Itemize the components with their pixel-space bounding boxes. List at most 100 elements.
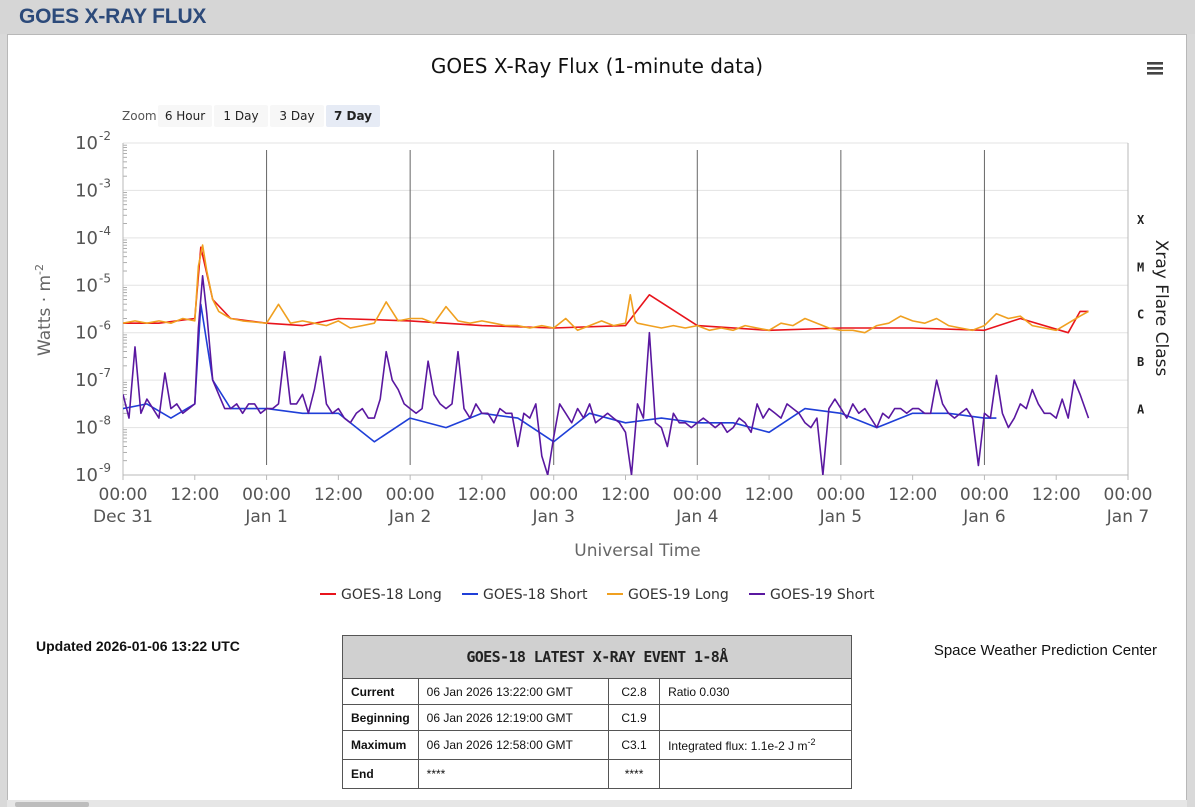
- zoom-button-3-day[interactable]: 3 Day: [270, 105, 324, 127]
- row-class: C1.9: [608, 704, 661, 731]
- x-tick-time: 00:00: [99, 485, 148, 505]
- x-tick-date: Jan 6: [962, 507, 1005, 527]
- zoom-button-label: 7 Day: [334, 109, 372, 123]
- zoom-button-7-day[interactable]: 7 Day: [326, 105, 380, 127]
- table-row: Maximum 06 Jan 2026 12:58:00 GMT C3.1 In…: [342, 730, 852, 760]
- x-tick-time: 00:00: [386, 485, 435, 505]
- x-tick-date: Jan 5: [819, 507, 862, 527]
- page-header: GOES X-RAY FLUX: [0, 0, 1195, 34]
- y-tick-label: 10: [75, 418, 98, 439]
- y-tick-exponent: -3: [99, 176, 111, 190]
- zoom-button-label: 6 Hour: [165, 109, 205, 123]
- row-label: Maximum: [342, 730, 419, 760]
- series-line-goes-18-short: [123, 303, 997, 443]
- flare-class-label: M: [1137, 260, 1144, 274]
- legend-item[interactable]: GOES-19 Long: [607, 587, 729, 603]
- x-tick-time: 12:00: [170, 485, 219, 505]
- row-extra-cell: Integrated flux: 1.1e-2 J m-2: [659, 730, 852, 760]
- hamburger-menu-icon[interactable]: [1143, 57, 1167, 79]
- horizontal-scrollbar[interactable]: [7, 800, 1187, 807]
- row-extra: Ratio 0.030: [659, 678, 852, 705]
- xray-flux-chart[interactable]: GOES X-Ray Flux (1-minute data) Zoom 6 Ho…: [8, 35, 1188, 605]
- row-label: Current: [342, 678, 419, 705]
- zoom-button-label: 3 Day: [279, 109, 314, 123]
- flare-class-label: A: [1137, 403, 1145, 417]
- flare-class-label: C: [1137, 308, 1144, 322]
- y-tick-exponent: -7: [99, 366, 111, 380]
- x-tick-date: Jan 2: [388, 507, 431, 527]
- x-axis-title: Universal Time: [574, 541, 700, 561]
- y-tick-label: 10: [75, 370, 98, 391]
- legend-item[interactable]: GOES-18 Short: [462, 587, 588, 603]
- series-line-goes-19-long: [123, 244, 1089, 334]
- series-line-goes-19-short: [123, 275, 1090, 475]
- x-tick-date: Jan 4: [675, 507, 718, 527]
- x-tick-date: Dec 31: [93, 507, 153, 527]
- x-tick-time: 00:00: [529, 485, 578, 505]
- table-row: Beginning 06 Jan 2026 12:19:00 GMT C1.9: [342, 704, 852, 731]
- y-tick-label: 10: [75, 275, 98, 296]
- y-tick-exponent: -2: [99, 129, 111, 143]
- x-tick-date: Jan 7: [1106, 507, 1149, 527]
- updated-timestamp: Updated 2026-01-06 13:22 UTC: [36, 638, 240, 654]
- event-table-header: GOES-18 LATEST X-RAY EVENT 1-8Å: [342, 635, 852, 679]
- x-tick-time: 12:00: [457, 485, 506, 505]
- page-title: GOES X-RAY FLUX: [19, 5, 207, 28]
- row-time: ****: [417, 759, 610, 789]
- row-time: 06 Jan 2026 12:58:00 GMT: [417, 730, 610, 760]
- y-tick-label: 10: [75, 323, 98, 344]
- legend: GOES-18 Long GOES-18 Short GOES-19 Long GOE…: [320, 587, 875, 603]
- chart-title: GOES X-Ray Flux (1-minute data): [431, 54, 763, 78]
- x-tick-date: Jan 1: [244, 507, 287, 527]
- zoom-button-bg: [158, 105, 212, 127]
- zoom-button-bg: [326, 105, 380, 127]
- row-class: ****: [608, 759, 661, 789]
- y-axis-title-exponent: -2: [33, 264, 46, 275]
- row-extra: Integrated flux: 1.1e-2 J m: [668, 739, 808, 753]
- x-tick-time: 00:00: [816, 485, 865, 505]
- legend-item[interactable]: GOES-19 Short: [749, 587, 875, 603]
- row-extra-exponent: -2: [807, 737, 816, 747]
- legend-item[interactable]: GOES-18 Long: [320, 587, 442, 603]
- table-row: Current 06 Jan 2026 13:22:00 GMT C2.8 Ra…: [342, 678, 852, 705]
- scrollbar-thumb[interactable]: [15, 802, 89, 807]
- zoom-selector: Zoom 6 Hour 1 Day 3 Day 7 Day: [122, 105, 380, 127]
- zoom-label: Zoom: [122, 109, 157, 123]
- latest-xray-event-table: GOES-18 LATEST X-RAY EVENT 1-8Å Current …: [342, 635, 852, 789]
- legend-label: GOES-18 Long: [341, 587, 442, 603]
- y-tick-label: 10: [75, 180, 98, 201]
- row-time: 06 Jan 2026 12:19:00 GMT: [417, 704, 610, 731]
- x-tick-time: 12:00: [314, 485, 363, 505]
- y-tick-label: 10: [75, 465, 98, 486]
- x-tick-time: 12:00: [745, 485, 794, 505]
- table-row: End **** ****: [342, 759, 852, 789]
- y-axis-title: Watts · m-2: [33, 264, 55, 356]
- flare-class-label: B: [1137, 355, 1144, 369]
- x-tick-date: Jan 3: [531, 507, 574, 527]
- swpc-credit: Space Weather Prediction Center: [933, 642, 1157, 659]
- row-class: C2.8: [608, 678, 661, 705]
- x-tick-time: 12:00: [1032, 485, 1081, 505]
- legend-label: GOES-19 Short: [770, 587, 875, 603]
- x-tick-time: 12:00: [888, 485, 937, 505]
- legend-label: GOES-19 Long: [628, 587, 729, 603]
- y-tick-exponent: -9: [99, 461, 111, 475]
- x-tick-time: 00:00: [1104, 485, 1153, 505]
- x-tick-time: 00:00: [242, 485, 291, 505]
- row-extra: [659, 759, 852, 789]
- x-tick-time: 00:00: [960, 485, 1009, 505]
- flare-class-label: X: [1137, 213, 1145, 227]
- y-tick-exponent: -5: [99, 271, 111, 285]
- y-tick-exponent: -8: [99, 414, 111, 428]
- zoom-button-label: 1 Day: [223, 109, 258, 123]
- zoom-button-1-day[interactable]: 1 Day: [214, 105, 268, 127]
- zoom-button-6-hour[interactable]: 6 Hour: [158, 105, 212, 127]
- row-label: Beginning: [342, 704, 419, 731]
- row-class: C3.1: [608, 730, 661, 760]
- zoom-button-bg: [270, 105, 324, 127]
- row-time: 06 Jan 2026 13:22:00 GMT: [417, 678, 610, 705]
- y-tick-exponent: -6: [99, 319, 111, 333]
- row-extra: [659, 704, 852, 731]
- flare-class-axis-title: Xray Flare Class: [1151, 240, 1171, 377]
